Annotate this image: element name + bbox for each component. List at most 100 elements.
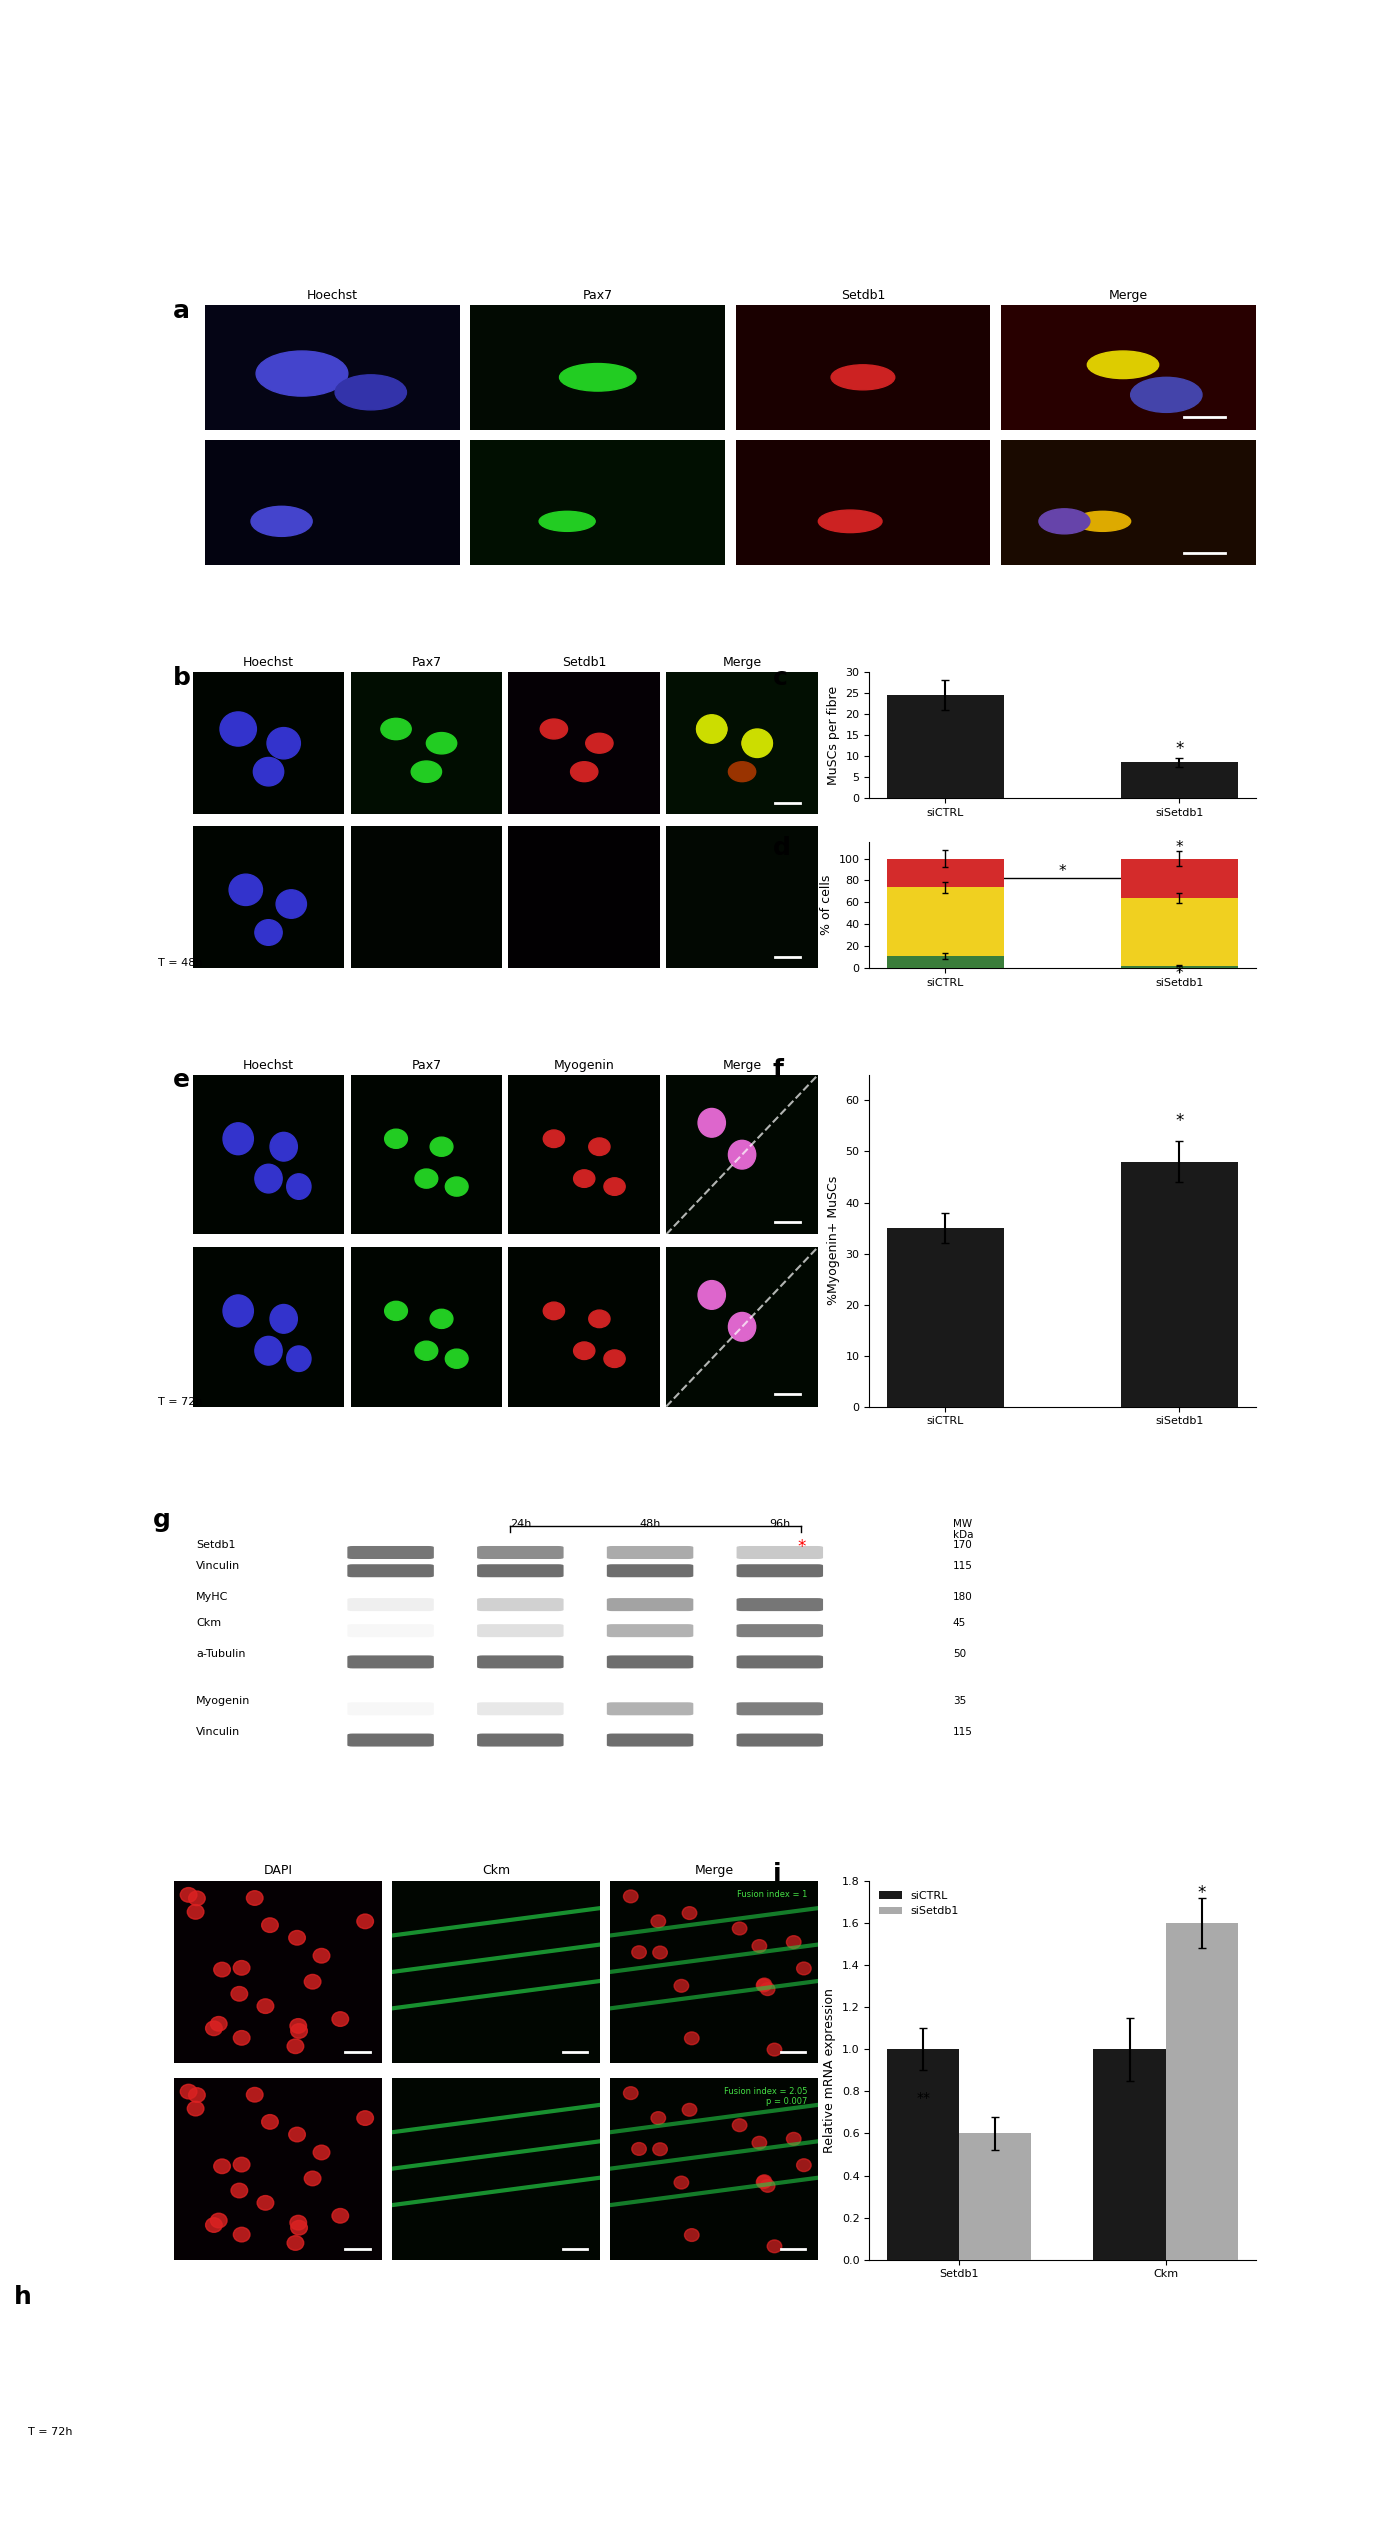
Ellipse shape <box>571 762 598 782</box>
Ellipse shape <box>543 1130 565 1148</box>
Circle shape <box>257 350 347 396</box>
Text: *: * <box>1059 863 1066 878</box>
Circle shape <box>290 2024 307 2039</box>
FancyBboxPatch shape <box>347 1655 434 1668</box>
Text: 96h: 96h <box>769 1518 791 1528</box>
Text: a: a <box>173 300 190 322</box>
Circle shape <box>732 2120 746 2133</box>
Circle shape <box>289 2128 306 2143</box>
Circle shape <box>229 873 262 906</box>
Circle shape <box>757 2176 771 2189</box>
Circle shape <box>728 1140 756 1168</box>
Circle shape <box>357 2110 374 2125</box>
Text: Myogenin: Myogenin <box>554 1059 615 1071</box>
Text: 115: 115 <box>953 1561 972 1572</box>
Text: Pax7: Pax7 <box>412 655 441 670</box>
Text: Setdb1: Setdb1 <box>195 1539 236 1549</box>
Circle shape <box>255 1336 282 1366</box>
FancyBboxPatch shape <box>477 1701 564 1716</box>
Text: *: * <box>797 1539 806 1556</box>
Circle shape <box>682 1907 696 1919</box>
Circle shape <box>653 1945 667 1960</box>
Circle shape <box>266 729 300 759</box>
Ellipse shape <box>543 1303 565 1320</box>
FancyBboxPatch shape <box>607 1655 693 1668</box>
Circle shape <box>232 1985 248 2001</box>
Circle shape <box>674 2176 689 2189</box>
Text: *: * <box>1198 1884 1207 1902</box>
Ellipse shape <box>589 1310 610 1328</box>
Circle shape <box>624 1889 638 1902</box>
Circle shape <box>233 2031 250 2044</box>
Text: Setdb1: Setdb1 <box>562 655 607 670</box>
Text: Myogenin: Myogenin <box>195 1696 250 1706</box>
FancyBboxPatch shape <box>607 1546 693 1559</box>
Circle shape <box>767 2044 781 2057</box>
Text: *: * <box>1175 739 1183 759</box>
Circle shape <box>223 1295 254 1328</box>
Ellipse shape <box>819 510 882 533</box>
Bar <box>1166 1922 1237 2260</box>
Ellipse shape <box>381 719 412 739</box>
Circle shape <box>742 729 773 757</box>
Circle shape <box>257 1998 273 2013</box>
Bar <box>1122 762 1237 797</box>
Text: 170: 170 <box>953 1539 972 1549</box>
Circle shape <box>251 505 312 536</box>
Text: Ckm: Ckm <box>195 1617 222 1627</box>
Circle shape <box>262 2115 278 2130</box>
Circle shape <box>233 1960 250 1975</box>
Text: 45: 45 <box>953 1617 965 1627</box>
Circle shape <box>304 1975 321 1988</box>
Text: Ckm: Ckm <box>483 1864 511 1876</box>
Circle shape <box>752 2135 767 2148</box>
Text: T = 48h: T = 48h <box>158 957 202 967</box>
Circle shape <box>651 2112 665 2125</box>
Circle shape <box>728 1313 756 1341</box>
Text: 50: 50 <box>953 1650 965 1658</box>
Circle shape <box>232 2184 248 2199</box>
Bar <box>1122 1163 1237 1407</box>
Circle shape <box>211 2016 227 2031</box>
Bar <box>1094 2049 1166 2260</box>
Ellipse shape <box>589 1137 610 1155</box>
Text: Pax7: Pax7 <box>583 289 612 302</box>
Text: MW
kDa: MW kDa <box>953 1518 974 1541</box>
Text: Merge: Merge <box>723 1059 762 1071</box>
Bar <box>1122 858 1237 899</box>
Bar <box>1122 899 1237 965</box>
Circle shape <box>290 2222 307 2234</box>
Text: Vinculin: Vinculin <box>195 1561 240 1572</box>
Bar <box>887 858 1004 886</box>
Ellipse shape <box>414 1168 438 1188</box>
Ellipse shape <box>412 762 442 782</box>
Ellipse shape <box>742 731 773 754</box>
Circle shape <box>255 919 282 945</box>
Ellipse shape <box>385 1303 407 1320</box>
FancyBboxPatch shape <box>607 1701 693 1716</box>
Text: b: b <box>173 665 191 691</box>
FancyBboxPatch shape <box>347 1597 434 1612</box>
Circle shape <box>271 1305 297 1333</box>
Text: f: f <box>773 1059 784 1082</box>
Y-axis label: %Myogenin+ MuSCs: %Myogenin+ MuSCs <box>827 1176 840 1305</box>
Ellipse shape <box>445 1348 469 1369</box>
FancyBboxPatch shape <box>477 1546 564 1559</box>
Circle shape <box>188 2087 205 2102</box>
Circle shape <box>314 2145 329 2161</box>
Text: T = 72h: T = 72h <box>158 1396 202 1407</box>
Ellipse shape <box>728 762 756 782</box>
Circle shape <box>287 1346 311 1371</box>
Circle shape <box>314 1947 329 1963</box>
Bar <box>887 957 1004 967</box>
Text: Vinculin: Vinculin <box>195 1727 240 1737</box>
Circle shape <box>233 2158 250 2171</box>
Circle shape <box>787 1935 801 1947</box>
Circle shape <box>223 1122 254 1155</box>
FancyBboxPatch shape <box>737 1625 823 1638</box>
Circle shape <box>682 2102 696 2115</box>
Circle shape <box>698 1280 725 1310</box>
Circle shape <box>287 2039 304 2054</box>
Text: 24h: 24h <box>509 1518 531 1528</box>
Circle shape <box>797 2158 810 2171</box>
